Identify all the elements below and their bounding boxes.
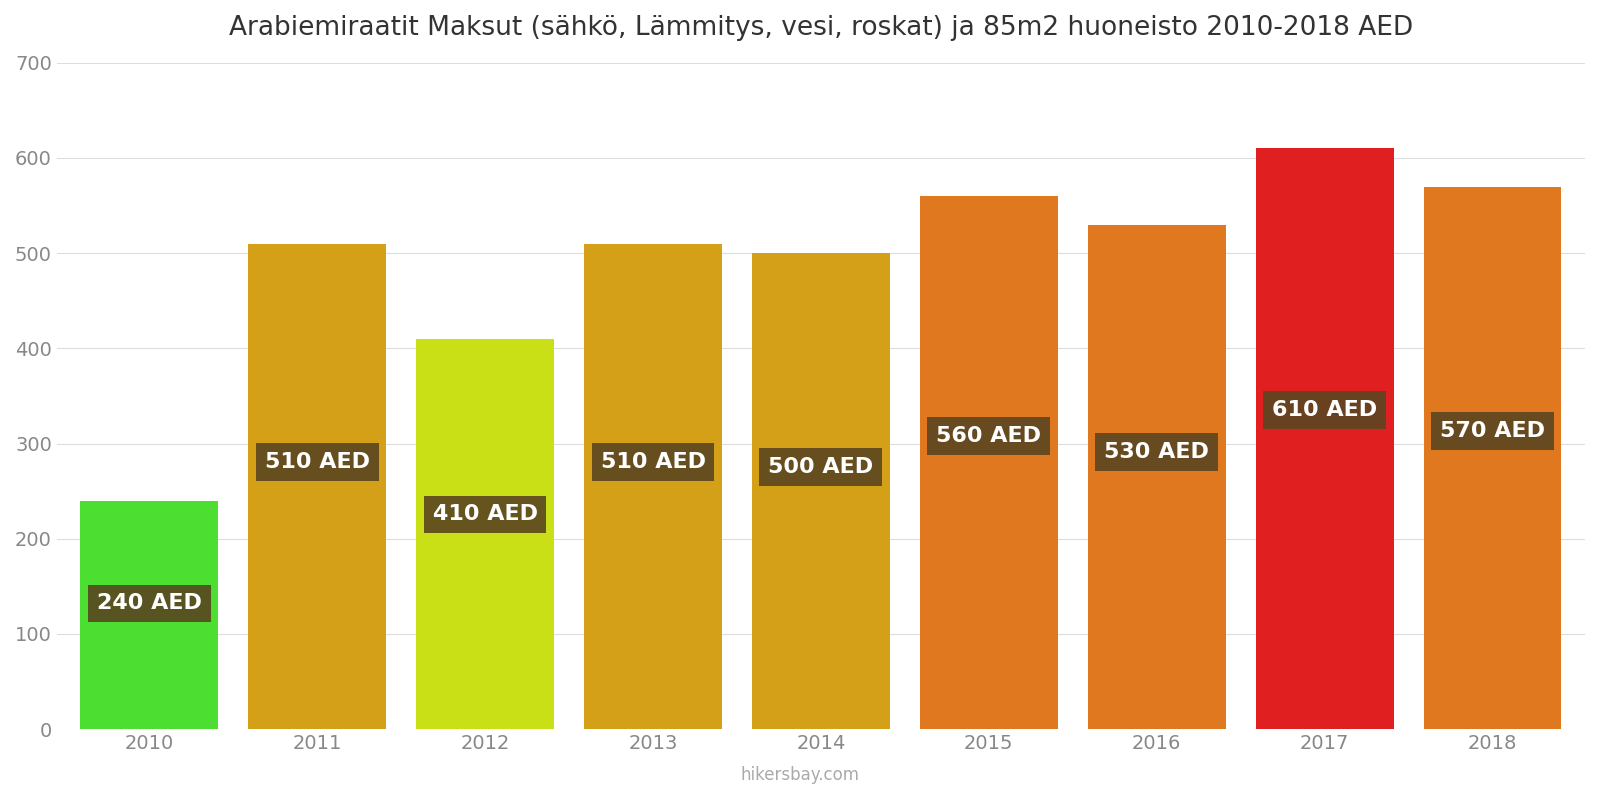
Text: 240 AED: 240 AED [96, 594, 202, 614]
Bar [1088, 225, 1226, 729]
Bar [752, 253, 890, 729]
Text: hikersbay.com: hikersbay.com [741, 766, 859, 784]
Bar [584, 244, 722, 729]
Bar [416, 339, 554, 729]
Bar [1424, 186, 1562, 729]
Bar [80, 501, 218, 729]
Text: 570 AED: 570 AED [1440, 421, 1546, 441]
Bar [248, 244, 386, 729]
Bar [920, 196, 1058, 729]
Text: 510 AED: 510 AED [600, 452, 706, 472]
Text: 610 AED: 610 AED [1272, 400, 1378, 420]
Bar [1256, 149, 1394, 729]
Text: 530 AED: 530 AED [1104, 442, 1210, 462]
Text: 560 AED: 560 AED [936, 426, 1042, 446]
Text: 500 AED: 500 AED [768, 458, 874, 478]
Title: Arabiemiraatit Maksut (sähkö, Lämmitys, vesi, roskat) ja 85m2 huoneisto 2010-201: Arabiemiraatit Maksut (sähkö, Lämmitys, … [229, 15, 1413, 41]
Text: 510 AED: 510 AED [264, 452, 370, 472]
Text: 410 AED: 410 AED [432, 505, 538, 525]
